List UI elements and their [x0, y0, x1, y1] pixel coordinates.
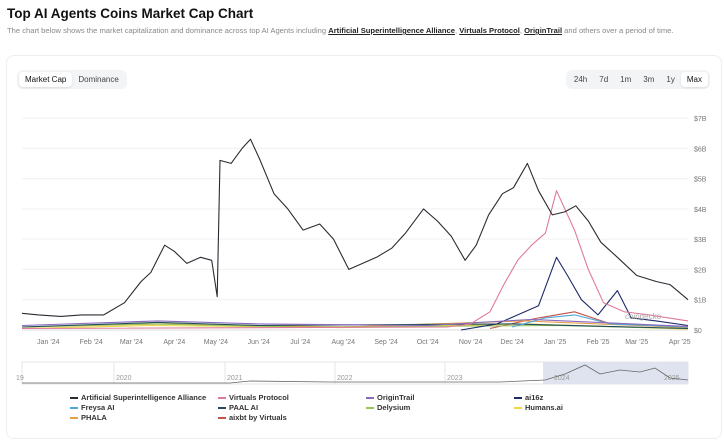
navigator-year-label: 19: [16, 375, 24, 382]
navigator-year-label: 2021: [227, 375, 243, 382]
legend-swatch: [514, 396, 522, 399]
description-intro: The chart below shows the market capital…: [7, 26, 329, 35]
legend-label: Artificial Superintelligence Alliance: [81, 393, 207, 402]
x-tick-label: Feb '25: [586, 339, 609, 346]
legend-item[interactable]: Virtuals Protocol: [218, 393, 366, 402]
legend-label: aixbt by Virtuals: [229, 413, 287, 422]
series-line-artificial-superintelligence-alliance: [21, 138, 689, 317]
y-tick-label: $3B: [694, 237, 707, 244]
navigator-year-label: 2024: [554, 375, 570, 382]
range-24h[interactable]: 24h: [573, 75, 588, 84]
y-tick-label: $4B: [694, 207, 707, 214]
tab-market-cap[interactable]: Market Cap: [19, 72, 73, 87]
navigator-year-label: 2023: [447, 375, 463, 382]
x-tick-label: Sep '24: [374, 339, 398, 346]
y-tick-label: $1B: [694, 298, 707, 305]
series-line-freysa-ai: [512, 314, 689, 328]
x-tick-label: Feb '24: [80, 339, 103, 346]
navigator-year-label: 2022: [337, 375, 353, 382]
coingecko-watermark: coingecko: [625, 312, 662, 321]
description-outro: and others over a period of time.: [562, 26, 674, 35]
y-tick-label: $0: [694, 328, 702, 335]
y-tick-label: $5B: [694, 177, 707, 184]
legend-label: ai16z: [525, 393, 544, 402]
range-3m[interactable]: 3m: [643, 75, 655, 84]
tab-dominance[interactable]: Dominance: [78, 75, 119, 84]
x-tick-label: Aug '24: [331, 339, 355, 346]
x-tick-label: Mar '25: [625, 339, 648, 346]
legend-item[interactable]: Freysa AI: [70, 403, 218, 412]
legend-item[interactable]: Artificial Superintelligence Alliance: [70, 393, 218, 402]
legend-item[interactable]: Humans.ai: [514, 403, 662, 412]
legend-swatch: [70, 406, 78, 409]
x-tick-label: Apr '25: [669, 339, 691, 346]
link-origintrail[interactable]: OriginTrail: [524, 26, 563, 35]
y-tick-label: $7B: [694, 116, 707, 123]
legend-label: Virtuals Protocol: [229, 393, 289, 402]
legend-swatch: [218, 396, 226, 399]
legend-label: PHALA: [81, 413, 107, 422]
legend-swatch: [218, 416, 226, 419]
page-title: Top AI Agents Coins Market Cap Chart: [7, 6, 254, 21]
legend-label: OriginTrail: [377, 393, 415, 402]
link-virtuals[interactable]: Virtuals Protocol: [459, 26, 520, 35]
legend-swatch: [70, 416, 78, 419]
navigator-year-label: 2020: [116, 375, 132, 382]
legend-swatch: [70, 396, 78, 399]
legend-item[interactable]: PAAL AI: [218, 403, 366, 412]
chart-card: [6, 55, 722, 439]
series-line-virtuals-protocol: [21, 190, 689, 330]
x-tick-label: Jun '24: [248, 339, 270, 346]
legend-item[interactable]: OriginTrail: [366, 393, 514, 402]
legend-item[interactable]: Delysium: [366, 403, 514, 412]
legend-swatch: [514, 406, 522, 409]
range-max[interactable]: Max: [680, 72, 708, 87]
metric-toggle: Market Cap Dominance: [17, 70, 127, 89]
legend-swatch: [218, 406, 226, 409]
range-7d[interactable]: 7d: [599, 75, 609, 84]
y-tick-label: $2B: [694, 267, 707, 274]
x-tick-label: Jan '25: [544, 339, 566, 346]
series-line-ai16z: [460, 256, 689, 331]
range-1m[interactable]: 1m: [620, 75, 632, 84]
legend-swatch: [366, 396, 374, 399]
series-line-origintrail: [21, 318, 689, 327]
x-tick-label: Apr '24: [163, 339, 185, 346]
link-asi[interactable]: Artificial Superintelligence Alliance: [328, 26, 455, 35]
market-cap-chart: $0 $1B $2B $3B $4B $5B $6B $7B Jan '24 Feb '24 Mar…: [16, 116, 707, 385]
legend: Artificial Superintelligence Alliance Vir…: [70, 393, 662, 422]
legend-swatch: [366, 406, 374, 409]
range-selector: 24h 7d 1m 3m 1y Max: [565, 70, 710, 89]
range-1y[interactable]: 1y: [666, 75, 675, 84]
x-tick-label: May '24: [204, 339, 228, 346]
y-tick-label: $6B: [694, 146, 707, 153]
x-tick-label: Oct '24: [417, 339, 439, 346]
legend-label: Freysa AI: [81, 403, 115, 412]
legend-item[interactable]: aixbt by Virtuals: [218, 413, 366, 422]
x-tick-label: Jan '24: [37, 339, 59, 346]
legend-label: Delysium: [377, 403, 411, 412]
x-tick-label: Jul '24: [290, 339, 310, 346]
legend-item[interactable]: ai16z: [514, 393, 662, 402]
navigator-line: [22, 364, 689, 384]
x-tick-label: Mar '24: [120, 339, 143, 346]
x-tick-label: Nov '24: [459, 339, 483, 346]
legend-label: PAAL AI: [229, 403, 259, 412]
legend-label: Humans.ai: [525, 403, 563, 412]
chart-description: The chart below shows the market capital…: [7, 26, 674, 35]
legend-item[interactable]: PHALA: [70, 413, 218, 422]
series-line-paal-ai: [21, 321, 689, 330]
x-tick-label: Dec '24: [500, 339, 524, 346]
